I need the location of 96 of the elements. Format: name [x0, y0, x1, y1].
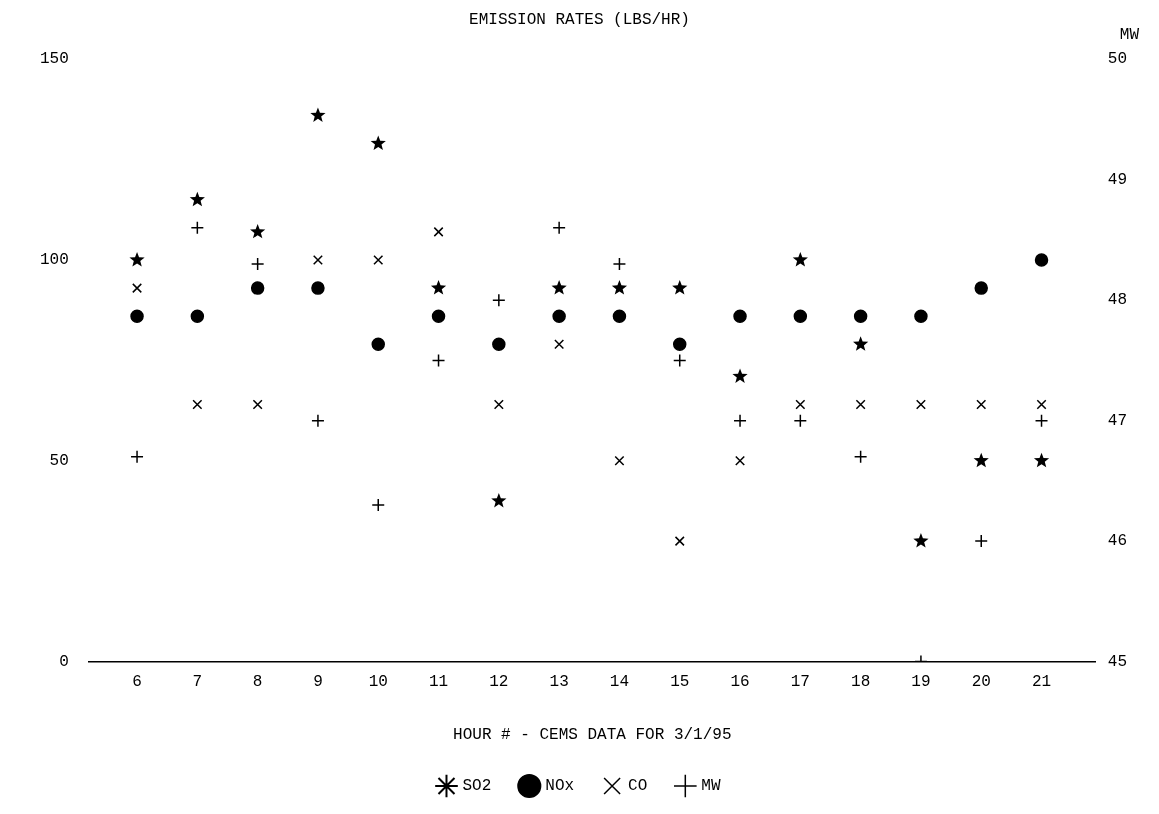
x-tick-label: 16 — [730, 673, 750, 692]
point — [1036, 399, 1047, 410]
x-tick-label: 8 — [252, 673, 263, 692]
x-tick-label: 18 — [851, 673, 871, 692]
point — [612, 309, 627, 323]
point — [1034, 253, 1049, 267]
point — [250, 257, 265, 271]
point — [976, 399, 987, 410]
y2-axis-title: MW — [1119, 26, 1140, 45]
point — [974, 534, 988, 548]
point — [1033, 452, 1050, 468]
x-tick-label: 14 — [609, 673, 630, 692]
point — [190, 309, 205, 323]
x-tick-label: 15 — [670, 673, 690, 692]
point — [732, 368, 748, 383]
point — [192, 399, 203, 410]
point — [672, 337, 687, 352]
point — [612, 257, 627, 271]
x-tick-label: 12 — [489, 673, 509, 692]
point — [130, 309, 144, 323]
point — [855, 399, 866, 410]
point — [312, 255, 323, 265]
point — [552, 221, 566, 235]
point — [853, 309, 868, 323]
x-tick-label: 21 — [1031, 673, 1052, 692]
point — [674, 536, 685, 547]
x-tick-label: 9 — [313, 673, 323, 692]
point — [554, 339, 565, 350]
point — [974, 281, 988, 295]
point — [793, 413, 808, 428]
x-tick-label: 20 — [971, 673, 991, 692]
y2-tick-label: 45 — [1107, 652, 1127, 671]
point — [551, 280, 567, 295]
point — [492, 337, 506, 352]
point — [430, 280, 447, 295]
point — [1034, 413, 1049, 428]
point — [552, 309, 566, 323]
point — [371, 498, 385, 512]
y2-tick-label: 46 — [1107, 532, 1127, 551]
point — [431, 353, 446, 368]
point — [492, 293, 506, 307]
point — [373, 255, 384, 265]
y2-tick-label: 50 — [1107, 50, 1127, 69]
y2-tick-label: 47 — [1107, 411, 1127, 430]
point — [914, 309, 928, 323]
y-tick-label: 150 — [39, 50, 69, 69]
x-tick-label: 17 — [790, 673, 810, 692]
point — [129, 252, 145, 267]
point — [371, 337, 385, 352]
point — [132, 283, 143, 294]
x-axis-title: HOUR # - CEMS DATA FOR 3/1/95 — [453, 725, 732, 744]
point — [672, 353, 687, 368]
y-tick-label: 50 — [49, 452, 69, 471]
point — [672, 280, 688, 295]
point — [611, 280, 628, 295]
legend-label: SO2 — [462, 777, 492, 796]
y2-tick-label: 49 — [1107, 170, 1127, 189]
x-tick-label: 11 — [428, 673, 449, 692]
point — [311, 413, 325, 428]
chart-title: EMISSION RATES (LBS/HR) — [469, 10, 690, 29]
point — [130, 450, 144, 464]
legend-label: CO — [628, 777, 648, 796]
x-tick-label: 13 — [549, 673, 569, 692]
point — [614, 455, 625, 466]
y2-tick-label: 48 — [1107, 291, 1127, 310]
point — [190, 221, 205, 235]
point — [250, 223, 266, 239]
legend-label: MW — [701, 777, 721, 796]
point — [252, 399, 263, 410]
point — [493, 399, 504, 410]
point — [973, 452, 989, 468]
point — [250, 281, 265, 295]
point — [915, 399, 926, 410]
point — [189, 191, 205, 207]
point — [793, 309, 808, 323]
point — [735, 455, 746, 466]
legend-label: NOx — [545, 777, 575, 796]
point — [491, 492, 507, 508]
point — [853, 450, 868, 464]
point — [310, 107, 326, 122]
y-tick-label: 100 — [39, 251, 69, 270]
point — [795, 399, 806, 410]
point — [370, 135, 386, 151]
point — [853, 336, 869, 351]
point — [311, 281, 325, 295]
point — [433, 226, 444, 237]
point — [792, 252, 808, 267]
x-tick-label: 19 — [911, 673, 931, 692]
x-tick-label: 7 — [192, 673, 203, 692]
point — [733, 309, 747, 323]
x-tick-label: 10 — [368, 673, 388, 692]
x-tick-label: 6 — [132, 673, 142, 692]
point — [431, 309, 446, 323]
y-tick-label: 0 — [59, 652, 69, 671]
point — [733, 413, 747, 428]
point — [913, 533, 929, 548]
